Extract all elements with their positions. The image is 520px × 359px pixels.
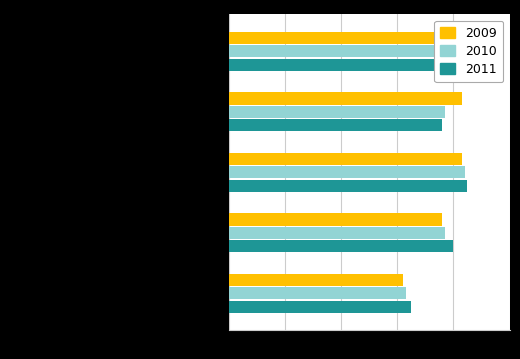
Bar [229,214,442,225]
Bar [229,106,445,118]
Bar [229,92,462,104]
Bar [229,166,465,178]
Bar [229,227,445,239]
Bar [229,45,465,57]
Legend: 2009, 2010, 2011: 2009, 2010, 2011 [434,20,503,82]
Bar [229,59,462,71]
Bar [229,274,403,286]
Bar [229,119,442,131]
Bar [229,32,465,44]
Bar [229,240,453,252]
Bar [229,300,411,313]
Bar [229,287,406,299]
Bar [229,153,462,165]
Bar [229,180,467,192]
